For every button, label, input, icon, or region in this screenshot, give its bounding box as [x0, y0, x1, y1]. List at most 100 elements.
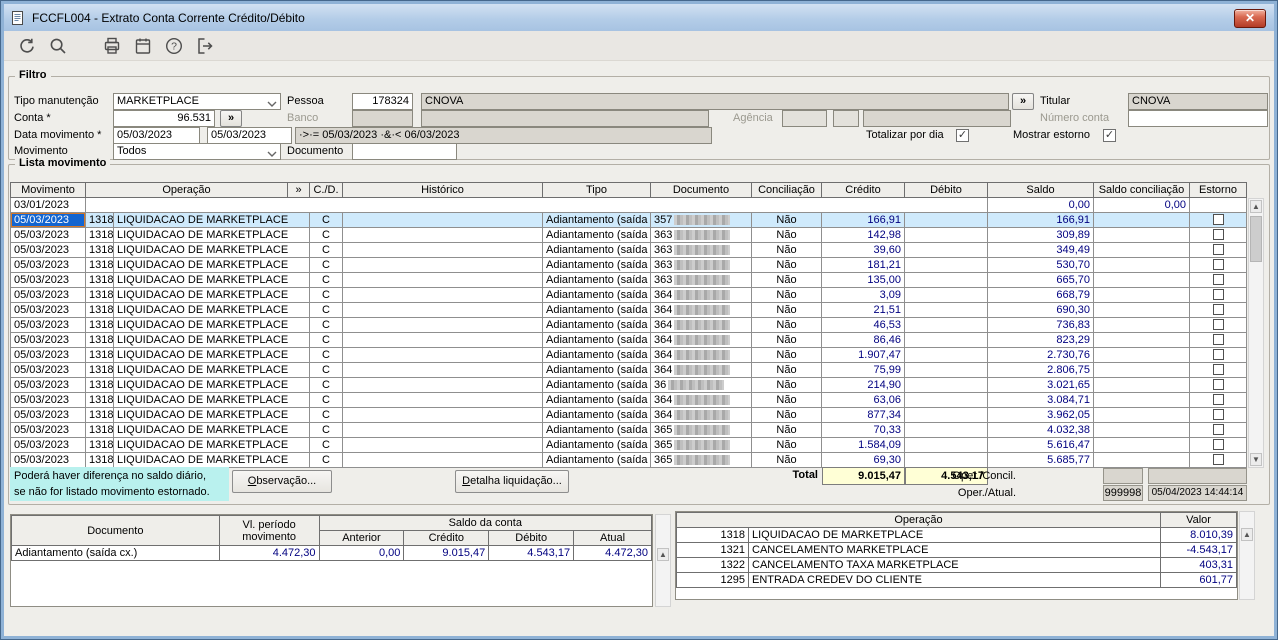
column-header-movimento[interactable]: Movimento [10, 182, 86, 198]
table-row[interactable]: 05/03/2023 1318 LIQUIDACAO DE MARKETPLAC… [10, 348, 1247, 363]
tipo-manutencao-select[interactable]: MARKETPLACE [113, 93, 281, 110]
close-button[interactable]: ✕ [1234, 9, 1266, 28]
detalha-liquidacao-button[interactable]: Detalha liquidação... [455, 470, 569, 493]
doc-summary-header-atual[interactable]: Atual [573, 530, 652, 546]
movimento-date-cell[interactable]: 05/03/2023 [10, 453, 86, 468]
movimento-date-cell[interactable]: 05/03/2023 [10, 378, 86, 393]
doc-summary-header-vl-periodo[interactable]: Vl. período movimento [218, 515, 320, 546]
movimento-date-cell[interactable]: 03/01/2023 [10, 198, 86, 213]
movimento-date-cell[interactable]: 05/03/2023 [10, 303, 86, 318]
movimento-select[interactable]: Todos [113, 143, 281, 160]
table-row[interactable]: 1321 CANCELAMENTO MARKETPLACE -4.543,17 [676, 542, 1237, 558]
numero-conta-field[interactable] [1128, 110, 1268, 127]
movimento-date-cell[interactable]: 05/03/2023 [10, 228, 86, 243]
movimento-date-cell[interactable]: 05/03/2023 [10, 273, 86, 288]
estorno-checkbox[interactable] [1212, 274, 1224, 285]
column-header-saldo-conciliacao[interactable]: Saldo conciliação [1094, 182, 1190, 198]
table-row[interactable]: 05/03/2023 1318 LIQUIDACAO DE MARKETPLAC… [10, 228, 1247, 243]
movimento-date-cell[interactable]: 05/03/2023 [10, 258, 86, 273]
calendar-button[interactable] [132, 35, 154, 57]
conta-field[interactable]: 96.531 [113, 110, 215, 127]
observacao-button[interactable]: Observação... [232, 470, 332, 493]
column-header-debito[interactable]: Débito [905, 182, 988, 198]
table-row[interactable]: 05/03/2023 1318 LIQUIDACAO DE MARKETPLAC… [10, 423, 1247, 438]
doc-summary-header-documento[interactable]: Documento [11, 515, 220, 546]
estorno-checkbox[interactable] [1212, 304, 1224, 315]
scroll-up-icon[interactable]: ▲ [1250, 200, 1262, 213]
table-row[interactable]: 05/03/2023 1318 LIQUIDACAO DE MARKETPLAC… [10, 453, 1247, 468]
movimento-date-cell[interactable]: 05/03/2023 [10, 243, 86, 258]
column-header-expand[interactable]: » [288, 182, 310, 198]
movimento-date-cell[interactable]: 05/03/2023 [10, 408, 86, 423]
table-row[interactable]: 05/03/2023 1318 LIQUIDACAO DE MARKETPLAC… [10, 243, 1247, 258]
movimento-date-cell[interactable]: 05/03/2023 [10, 393, 86, 408]
opening-balance-row[interactable]: 03/01/2023 0,00 0,00 [10, 198, 1247, 213]
column-header-tipo[interactable]: Tipo [543, 182, 651, 198]
help-button[interactable]: ? [163, 35, 185, 57]
table-row[interactable]: 05/03/2023 1318 LIQUIDACAO DE MARKETPLAC… [10, 288, 1247, 303]
estorno-checkbox[interactable] [1212, 244, 1224, 255]
column-header-estorno[interactable]: Estorno [1190, 182, 1247, 198]
data-inicio-field[interactable]: 05/03/2023 [113, 127, 200, 144]
estorno-checkbox[interactable] [1212, 379, 1224, 390]
movimento-date-cell[interactable]: 05/03/2023 [10, 348, 86, 363]
estorno-checkbox[interactable] [1212, 229, 1224, 240]
table-row[interactable]: 1318 LIQUIDACAO DE MARKETPLACE 8.010,39 [676, 527, 1237, 543]
table-row[interactable]: 05/03/2023 1318 LIQUIDACAO DE MARKETPLAC… [10, 393, 1247, 408]
table-row[interactable]: 05/03/2023 1318 LIQUIDACAO DE MARKETPLAC… [10, 258, 1247, 273]
scroll-up-icon[interactable]: ▲ [1241, 528, 1253, 541]
movimento-date-cell[interactable]: 05/03/2023 [10, 438, 86, 453]
grid-scrollbar[interactable]: ▲ ▼ [1248, 198, 1264, 468]
estorno-checkbox[interactable] [1212, 409, 1224, 420]
title-bar[interactable]: FCCFL004 - Extrato Conta Corrente Crédit… [4, 4, 1274, 31]
estorno-checkbox[interactable] [1212, 364, 1224, 375]
estorno-checkbox[interactable] [1212, 319, 1224, 330]
column-header-operacao[interactable]: Operação [86, 182, 288, 198]
movimento-date-cell[interactable]: 05/03/2023 [10, 288, 86, 303]
conta-expand-button[interactable]: » [220, 110, 242, 127]
table-row[interactable]: 05/03/2023 1318 LIQUIDACAO DE MARKETPLAC… [10, 333, 1247, 348]
op-summary-header-valor[interactable]: Valor [1160, 512, 1237, 528]
scrollbar-thumb[interactable] [1250, 216, 1262, 262]
scroll-down-icon[interactable]: ▼ [1250, 453, 1262, 466]
movimento-date-cell[interactable]: 05/03/2023 [10, 423, 86, 438]
movimento-date-cell[interactable]: 05/03/2023 [10, 363, 86, 378]
column-header-saldo[interactable]: Saldo [988, 182, 1094, 198]
column-header-cd[interactable]: C./D. [310, 182, 343, 198]
doc-summary-scrollbar[interactable]: ▲ [655, 514, 671, 607]
doc-summary-row[interactable]: Adiantamento (saída cx.) 4.472,30 0,00 9… [11, 545, 652, 561]
movimento-date-cell[interactable]: 05/03/2023 [10, 213, 86, 228]
op-summary-scrollbar[interactable]: ▲ [1239, 511, 1255, 600]
column-header-credito[interactable]: Crédito [822, 182, 905, 198]
table-row[interactable]: 05/03/2023 1318 LIQUIDACAO DE MARKETPLAC… [10, 363, 1247, 378]
exit-button[interactable] [194, 35, 216, 57]
column-header-documento[interactable]: Documento [651, 182, 752, 198]
estorno-checkbox[interactable] [1212, 259, 1224, 270]
table-row[interactable]: 05/03/2023 1318 LIQUIDACAO DE MARKETPLAC… [10, 438, 1247, 453]
estorno-checkbox[interactable] [1212, 394, 1224, 405]
table-row[interactable]: 1295 ENTRADA CREDEV DO CLIENTE 601,77 [676, 572, 1237, 588]
estorno-checkbox[interactable] [1212, 349, 1224, 360]
table-row[interactable]: 05/03/2023 1318 LIQUIDACAO DE MARKETPLAC… [10, 213, 1247, 228]
table-row[interactable]: 05/03/2023 1318 LIQUIDACAO DE MARKETPLAC… [10, 318, 1247, 333]
estorno-checkbox[interactable] [1212, 289, 1224, 300]
estorno-checkbox[interactable] [1212, 214, 1224, 225]
refresh-button[interactable] [16, 35, 38, 57]
movimento-date-cell[interactable]: 05/03/2023 [10, 318, 86, 333]
estorno-checkbox[interactable] [1212, 454, 1224, 465]
table-row[interactable]: 05/03/2023 1318 LIQUIDACAO DE MARKETPLAC… [10, 303, 1247, 318]
scroll-up-icon[interactable]: ▲ [657, 548, 669, 561]
estorno-checkbox[interactable] [1212, 439, 1224, 450]
table-row[interactable]: 05/03/2023 1318 LIQUIDACAO DE MARKETPLAC… [10, 378, 1247, 393]
pessoa-expand-button[interactable]: » [1012, 93, 1034, 110]
search-button[interactable] [47, 35, 69, 57]
totalizar-por-dia-checkbox[interactable]: ✓ [956, 129, 969, 142]
doc-summary-header-anterior[interactable]: Anterior [318, 530, 405, 546]
doc-summary-header-debito[interactable]: Débito [488, 530, 575, 546]
estorno-checkbox[interactable] [1212, 334, 1224, 345]
table-row[interactable]: 05/03/2023 1318 LIQUIDACAO DE MARKETPLAC… [10, 408, 1247, 423]
estorno-checkbox[interactable] [1212, 424, 1224, 435]
movimento-date-cell[interactable]: 05/03/2023 [10, 333, 86, 348]
table-row[interactable]: 1322 CANCELAMENTO TAXA MARKETPLACE 403,3… [676, 557, 1237, 573]
op-summary-header-operacao[interactable]: Operação [676, 512, 1161, 528]
